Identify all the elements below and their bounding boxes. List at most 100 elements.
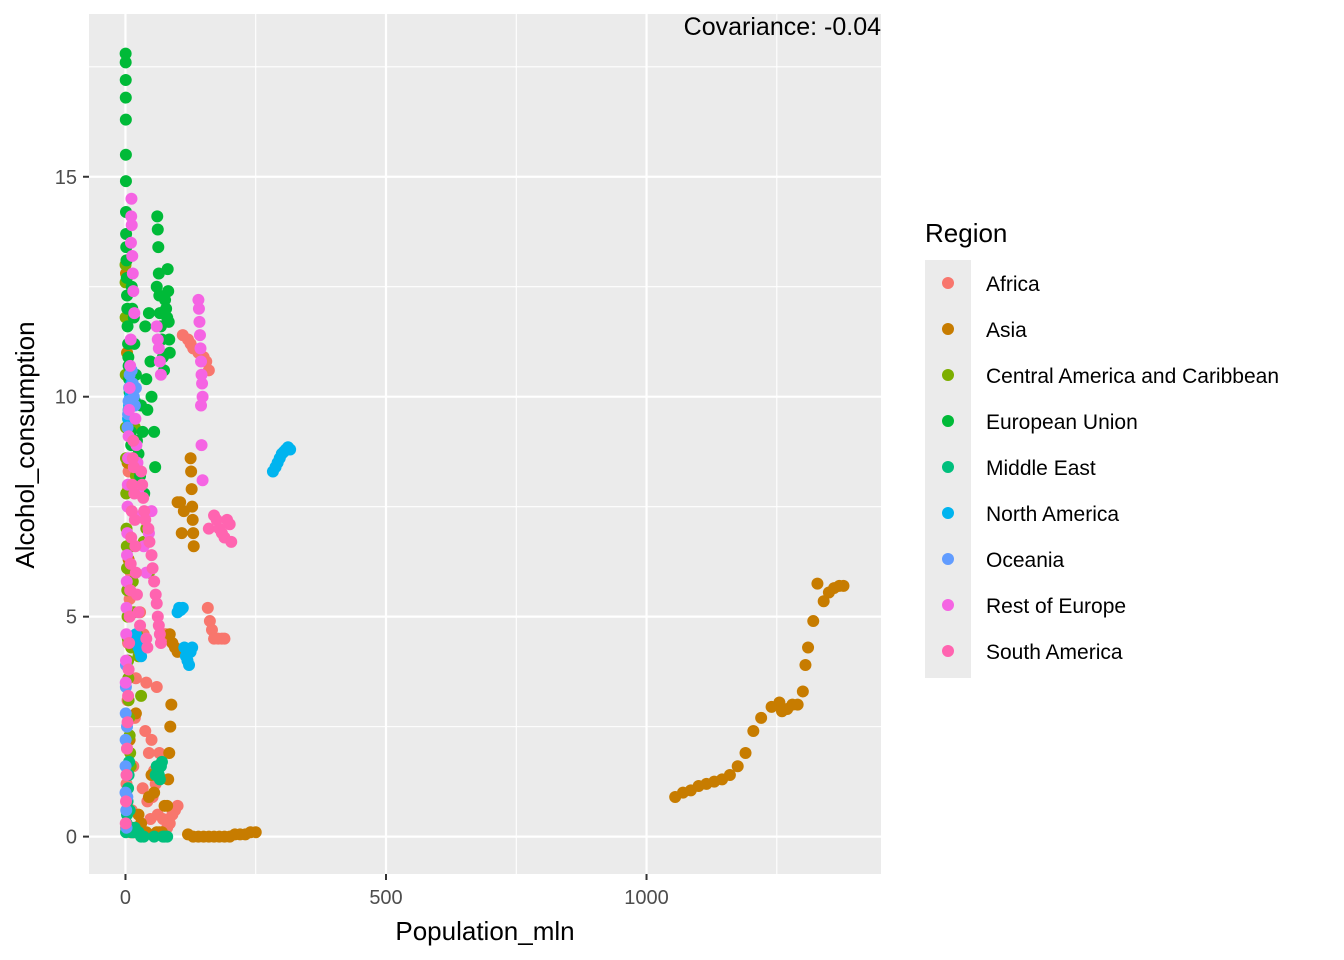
x-tick-label: 1000 [624,887,669,909]
point-asia [184,452,197,465]
legend-label-south-america: South America [986,641,1123,664]
point-south-america [154,637,167,650]
covariance-annotation: Covariance: -0.04 [684,13,881,41]
point-european-union [140,373,153,386]
plot-panel [89,14,881,874]
legend-label-africa: Africa [986,273,1040,296]
point-asia [186,513,199,526]
point-european-union [145,390,158,403]
point-south-america [124,557,137,570]
point-rest-of-europe [193,315,206,328]
point-central-america-and-caribbean [135,689,148,702]
point-rest-of-europe [124,359,137,372]
legend-title: Region [925,218,1007,248]
legend-key-rest-of-europe [942,599,954,611]
point-south-america [135,465,148,478]
point-middle-east [148,830,161,843]
y-axis-title: Alcohol_consumption [10,321,40,568]
point-south-america [130,588,143,601]
y-tick-label: 15 [55,167,77,189]
point-south-america [123,637,136,650]
point-south-america [223,518,236,531]
point-asia [837,579,850,592]
point-africa [139,725,152,738]
point-rest-of-europe [125,192,138,205]
point-south-america [136,478,149,491]
point-european-union [163,346,176,359]
legend-label-rest-of-europe: Rest of Europe [986,595,1126,618]
point-north-america [176,601,189,614]
point-rest-of-europe [192,302,205,315]
point-asia [791,698,804,711]
point-south-america [146,562,159,575]
point-north-america [186,641,199,654]
point-rest-of-europe [125,210,138,223]
x-tick-label: 500 [369,887,402,909]
y-tick-label: 0 [66,827,77,849]
point-south-america [134,619,147,632]
point-rest-of-europe [195,439,208,452]
point-rest-of-europe [123,403,136,416]
legend-key-middle-east [942,461,954,473]
point-european-union [119,91,132,104]
point-south-america [122,689,135,702]
point-rest-of-europe [150,320,163,333]
legend-key-africa [942,277,954,289]
point-european-union [162,315,175,328]
point-european-union [121,320,134,333]
point-oceania [119,760,132,773]
point-africa [145,733,158,746]
point-asia [175,527,188,540]
point-rest-of-europe [154,368,167,381]
point-asia [187,527,200,540]
point-european-union [119,175,132,188]
point-asia [162,773,175,786]
point-rest-of-europe [123,381,136,394]
point-european-union [119,56,132,69]
point-asia [185,483,198,496]
point-asia [187,540,200,553]
point-south-america [150,597,163,610]
legend-key-asia [942,323,954,335]
point-rest-of-europe [126,267,139,280]
point-asia [163,747,176,760]
point-rest-of-europe [124,236,137,249]
point-africa [218,632,231,645]
point-south-america [143,535,156,548]
point-european-union [161,263,174,276]
point-north-america [135,650,148,663]
point-south-america [132,606,145,619]
x-axis-title: Population_mln [395,916,574,946]
point-european-union [119,73,132,86]
grid-minor [89,14,881,874]
point-rest-of-europe [196,474,209,487]
point-south-america [128,487,141,500]
point-middle-east [153,773,166,786]
point-south-america [225,535,238,548]
point-rest-of-europe [127,285,140,298]
point-south-america [138,505,151,518]
point-asia [723,769,736,782]
point-european-union [152,241,165,254]
point-south-america [137,491,150,504]
point-rest-of-europe [126,249,139,262]
point-european-union [151,210,164,223]
point-south-america [140,632,153,645]
point-south-america [202,522,215,535]
point-european-union [142,307,155,320]
point-european-union [119,47,132,60]
point-asia [739,747,752,760]
point-africa [171,799,184,812]
point-asia [161,799,174,812]
point-rest-of-europe [152,342,165,355]
point-oceania [120,804,133,817]
point-oceania [119,733,132,746]
point-south-america [129,540,142,553]
point-european-union [148,425,161,438]
point-south-america [141,641,154,654]
point-asia [731,760,744,773]
point-rest-of-europe [195,355,208,368]
point-south-america [119,795,132,808]
point-european-union [149,461,162,474]
